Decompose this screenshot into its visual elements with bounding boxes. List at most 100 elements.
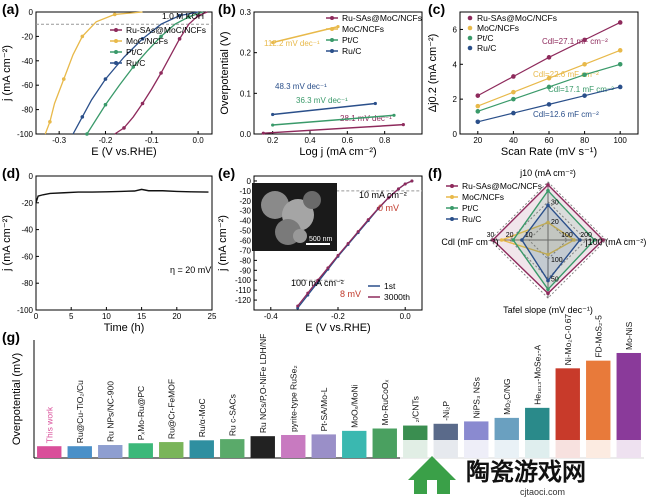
panel-d-annotation: η = 20 mV <box>170 265 211 275</box>
panel-b-point <box>261 131 265 135</box>
panel-a-point <box>140 37 145 41</box>
panel-e-xtick-label: -0.4 <box>264 312 278 321</box>
panel-g-bar-label: ₂/CNTs <box>410 396 420 422</box>
panel-a-ytick-label: -60 <box>21 81 33 90</box>
panel-c-xtick-label: 60 <box>545 136 554 145</box>
panel-b-legend-marker <box>330 49 334 53</box>
panel-c-legend-label: Pt/C <box>477 33 494 43</box>
panel-g-bar-label: This work <box>44 406 54 443</box>
panel-b-ytick-label: 0.3 <box>240 8 252 17</box>
panel-f-point <box>578 238 582 242</box>
panel-e-anno-10: 10 mA cm⁻² <box>359 190 407 200</box>
panel-b-xtick-label: 0.4 <box>304 136 316 145</box>
panel-d-frame <box>35 175 213 311</box>
panel-a-point <box>85 132 89 136</box>
panel-a-series-line <box>72 11 199 135</box>
panel-c-legend-marker <box>467 15 473 21</box>
panel-c-xlabel: Scan Rate (mV s⁻¹) <box>501 146 597 158</box>
panel-c-point <box>582 93 587 98</box>
panel-b-xtick-label: 0.2 <box>267 136 279 145</box>
panel-c-xtick-label: 80 <box>580 136 589 145</box>
panel-g-bar-label: Ru@Cu-TiO₂/Cu <box>75 380 85 443</box>
panel-a-point <box>131 65 136 69</box>
panel-c-point <box>475 109 481 114</box>
panel-e-ytick-label: -80 <box>239 256 251 265</box>
panel-a-legend-label: Ru-SAs@MoC/NCFs <box>126 25 206 35</box>
panel-b-xlabel: Log j (mA cm⁻²) <box>299 146 376 158</box>
panel-b-legend-label: Pt/C <box>342 35 359 45</box>
panel-b-axes: 0.2 0.4 0.6 0.8 0.0 0.1 0.2 0.3 Log j (mA cm⁻²) O… <box>219 8 423 158</box>
panel-c-point <box>617 20 623 25</box>
panel-a-point <box>80 115 85 119</box>
panel-f-point <box>592 238 597 242</box>
panel-g-bar <box>342 430 367 458</box>
panel-e-point <box>336 253 340 257</box>
panel-f-axis-label-cdl: Cdl (mF cm⁻²) <box>441 237 498 247</box>
panel-g-bar-label: He₁ₑ₁₃-MoSe₂-A <box>532 344 542 404</box>
panel-c-point <box>546 55 552 60</box>
panel-e-point <box>346 241 350 245</box>
panel-e-anno-100: 100 mA cm⁻² <box>291 278 344 288</box>
panel-b-ylabel: Overpotential (V) <box>219 31 231 114</box>
panel-e-ytick-label: -10 <box>239 187 251 196</box>
panel-a-point <box>159 34 163 39</box>
panel-c-point <box>546 102 552 107</box>
panel-g-bar-label: pyrite-type RuSe₂ <box>288 365 298 432</box>
panel-f-tick-j100: 100 <box>561 232 573 239</box>
panel-f-legend-marker <box>450 217 454 221</box>
panel-e-ytick-label: -100 <box>235 276 252 285</box>
panel-b-point <box>271 40 275 45</box>
panel-a-point <box>177 13 182 18</box>
panel-a-legend-label: MoC/NCFs <box>126 36 168 46</box>
panel-b-legend-marker <box>330 27 334 31</box>
panel-b-ytick-label: 0.2 <box>240 49 252 58</box>
panel-a-point <box>48 120 52 124</box>
panel-f-tick-cdl: 30 <box>487 232 495 239</box>
panel-b-xtick-label: 0.6 <box>342 136 354 145</box>
panel-a-ytick-label: -40 <box>21 57 33 66</box>
panel-f-axis-label-j10: j10 (mA cm⁻²) <box>519 168 576 178</box>
panel-b-ytick-label: 0.0 <box>240 130 252 139</box>
panel-f-tick-cdl: 10 <box>525 232 533 239</box>
panel-c-xtick-label: 100 <box>614 136 628 145</box>
panel-a-legend-marker <box>114 39 118 43</box>
panel-f-point <box>499 238 504 242</box>
panel-d-ytick-label: -100 <box>17 306 34 315</box>
panel-letter-g: (g) <box>2 329 20 345</box>
panel-a-xtick-label: -0.3 <box>52 136 66 145</box>
panel-f-point <box>546 203 550 207</box>
panel-a-point <box>187 15 191 19</box>
panel-g-bar-label: Ru/α-MoC <box>197 398 207 437</box>
panel-d-axes: 0 5 10 15 20 25 0 -20 -40 -60 -80 -100 Time (h) j (mA… <box>1 172 217 334</box>
panel-e-anno-10-shift: 0 mV <box>378 203 399 213</box>
panel-g-bar-label: Ru@Cr-FeMOF <box>166 379 176 439</box>
panel-g-bar <box>98 445 123 458</box>
watermark-text: 陶瓷游戏网 <box>466 458 586 486</box>
panel-g-bar <box>311 434 336 458</box>
panel-e-point <box>386 196 390 200</box>
panel-d-xtick-label: 20 <box>172 312 181 321</box>
panel-g-bar <box>128 443 153 458</box>
panel-f-legend-label: Pt/C <box>462 203 479 213</box>
panel-c-point <box>475 103 481 109</box>
panel-e-point <box>316 278 320 282</box>
panel-c-ytick-label: 2 <box>453 95 458 104</box>
panel-a-axes: -0.3 -0.2 -0.1 0.0 0 -20 -40 -60 -80 -100 E (V vs.… <box>1 8 213 158</box>
panel-d-ytick-label: -80 <box>21 279 33 288</box>
panel-b-point <box>271 112 275 117</box>
panel-g-bar-label: Ru c-SACs <box>227 394 237 436</box>
panel-c-point <box>475 119 481 125</box>
panel-c-point <box>511 110 516 116</box>
panel-f-legend-marker <box>450 195 454 199</box>
panel-f-tick-cdl: 20 <box>506 232 514 239</box>
panel-a-point <box>61 77 66 81</box>
panel-c-point <box>617 48 623 53</box>
panel-e-xtick-label: -0.2 <box>331 312 345 321</box>
panel-f-tick-j10: 20 <box>551 219 559 226</box>
panel-c-ytick-label: 4 <box>453 60 458 69</box>
panel-a-legend-marker <box>114 61 118 65</box>
panel-a-point <box>80 34 85 39</box>
panel-a-series-line <box>86 11 203 135</box>
panel-f-point <box>601 238 605 242</box>
panel-a-legend-label: Pt/C <box>126 47 143 57</box>
